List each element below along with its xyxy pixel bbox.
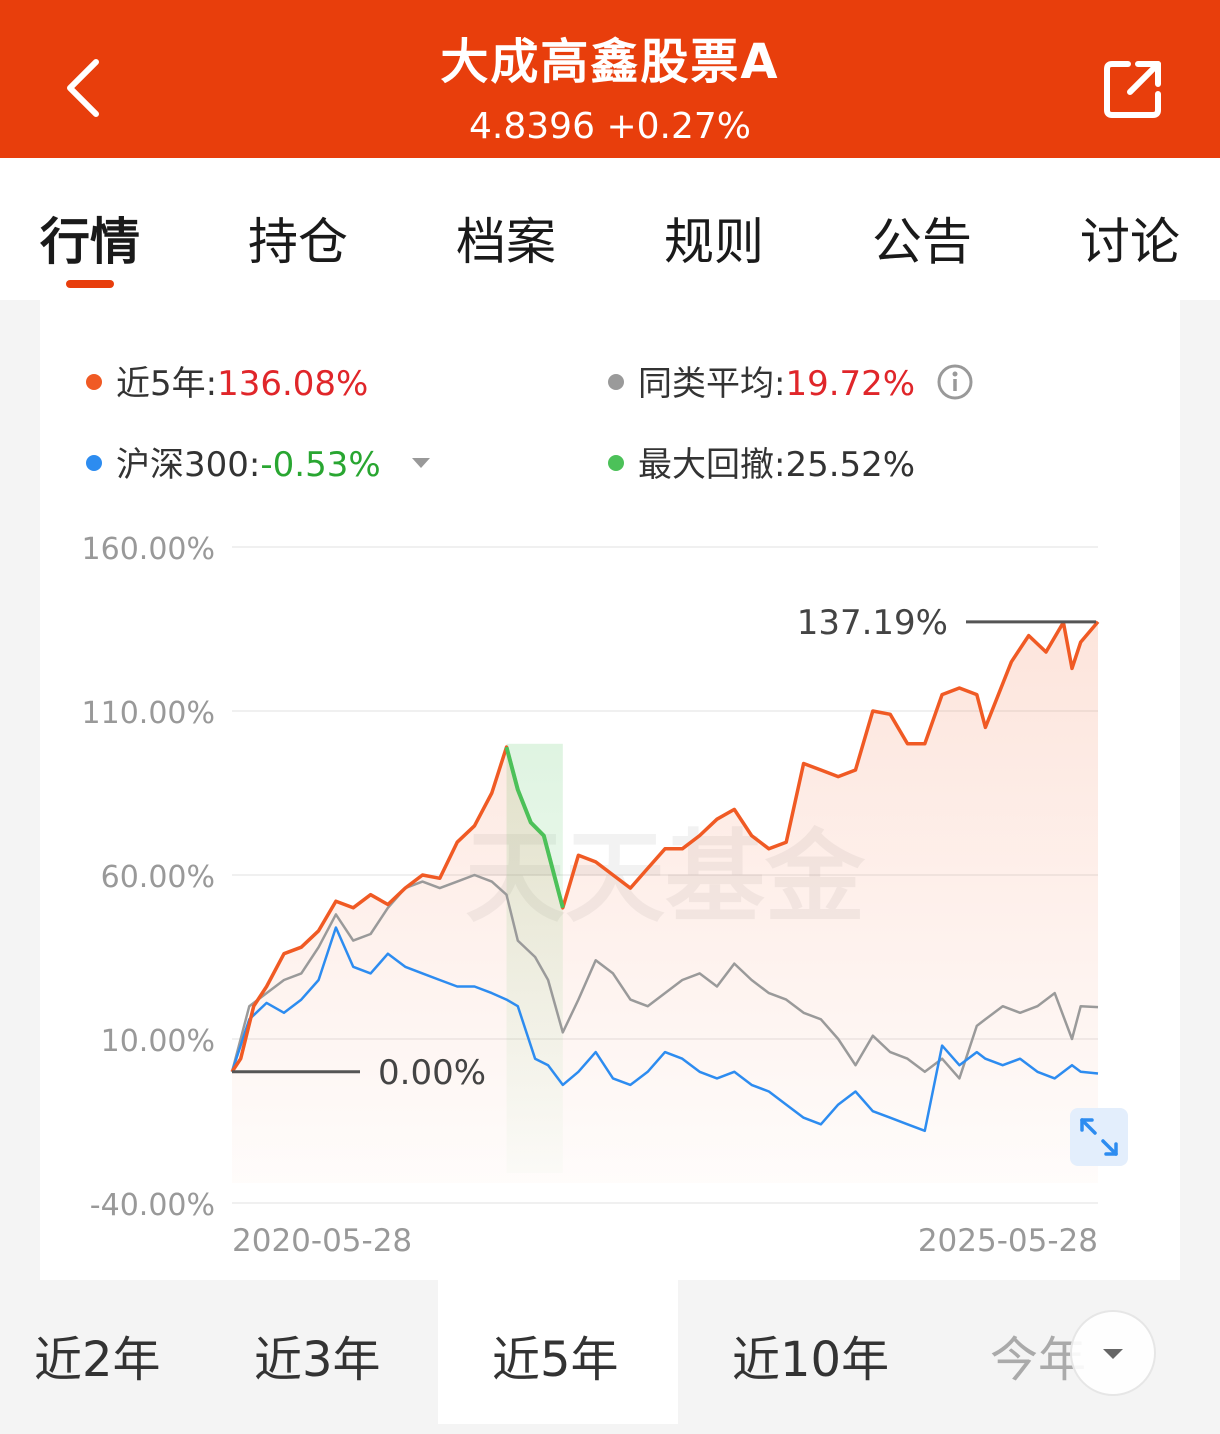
info-icon[interactable] (936, 363, 974, 401)
period-2y[interactable]: 近2年 (34, 1332, 161, 1388)
tab-discussion[interactable]: 讨论 (1080, 213, 1180, 271)
legend-peer-label: 同类平均: (638, 364, 786, 404)
fund-nav-change: 4.8396 +0.27% (0, 106, 1220, 147)
fund-daily-change: +0.27% (606, 106, 751, 147)
legend-peer-value: 19.72% (785, 364, 916, 404)
fullscreen-button[interactable] (1070, 1108, 1128, 1166)
period-5y[interactable]: 近5年 (492, 1332, 619, 1388)
drawdown-dot-icon (608, 454, 624, 471)
legend-fund: 近5年:136.08% (86, 356, 368, 405)
back-arrow-icon[interactable] (62, 58, 108, 118)
tab-market[interactable]: 行情 (40, 213, 140, 271)
legend-drawdown-value: 25.52% (785, 445, 916, 485)
tab-holdings[interactable]: 持仓 (248, 213, 348, 271)
legend-index-label: 沪深300: (116, 445, 261, 485)
legend-drawdown-label: 最大回撤: (638, 445, 786, 485)
legend-fund-value: 136.08% (217, 364, 369, 404)
more-periods-button[interactable] (1070, 1310, 1156, 1396)
legend-index[interactable]: 沪深300:-0.53% (86, 437, 431, 486)
tab-announcements[interactable]: 公告 (872, 213, 972, 271)
legend-fund-label: 近5年: (116, 364, 218, 404)
dropdown-triangle-icon[interactable] (411, 456, 431, 470)
legend-drawdown: 最大回撤:25.52% (608, 437, 915, 486)
peer-dot-icon (608, 373, 624, 390)
active-tab-indicator (66, 280, 114, 288)
period-3y[interactable]: 近3年 (254, 1332, 381, 1388)
tab-profile[interactable]: 档案 (456, 213, 556, 271)
period-10y[interactable]: 近10年 (732, 1332, 890, 1388)
expand-arrows-icon (1080, 1118, 1118, 1156)
legend-index-value: -0.53% (260, 445, 381, 485)
legend-peer: 同类平均:19.72% (608, 356, 974, 405)
chevron-down-icon (1103, 1349, 1123, 1359)
period-selector: 近2年 近3年 近5年 近10年 今年 (34, 1280, 1180, 1424)
index-dot-icon (86, 454, 102, 471)
tab-bar: 行情 持仓 档案 规则 公告 讨论 (0, 158, 1220, 300)
tab-rules[interactable]: 规则 (664, 213, 764, 271)
fund-nav-value: 4.8396 (469, 106, 595, 147)
header-bar: 大成高鑫股票A 4.8396 +0.27% (0, 0, 1220, 158)
share-icon[interactable] (1102, 58, 1164, 120)
period-active-bg (438, 1280, 678, 1424)
fund-dot-icon (86, 373, 102, 390)
fund-title: 大成高鑫股票A (440, 34, 780, 90)
